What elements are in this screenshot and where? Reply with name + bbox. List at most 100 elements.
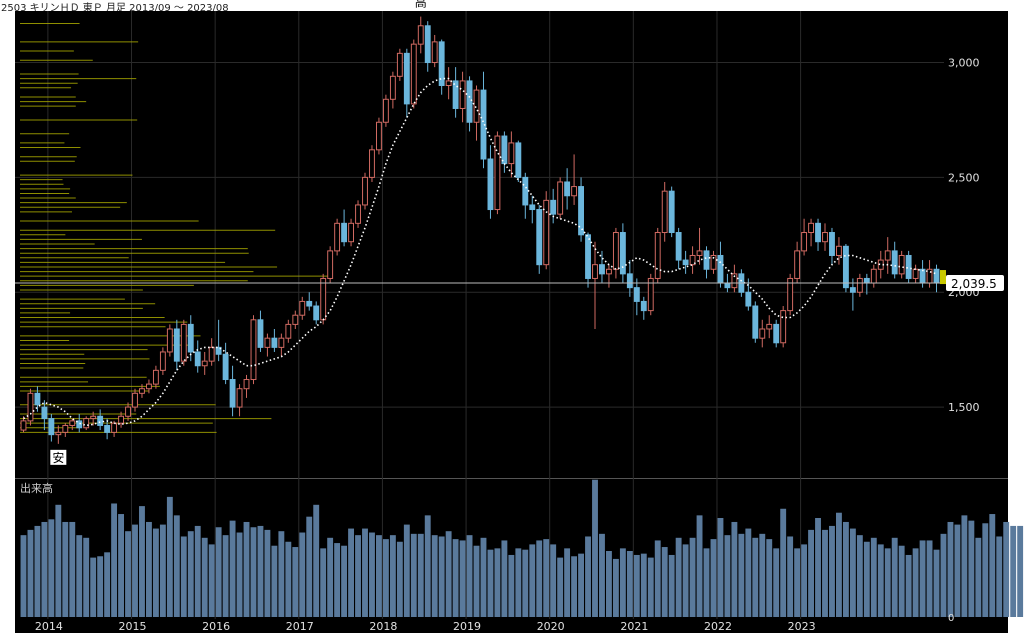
volume-bar <box>836 512 842 617</box>
volume-bar <box>41 521 48 617</box>
volume-bar <box>647 557 654 617</box>
candle-body <box>369 149 375 178</box>
candle-body <box>863 277 870 284</box>
candle-body <box>557 181 564 215</box>
volume-bar <box>187 531 194 617</box>
volume-bar <box>940 533 947 617</box>
candle-body <box>173 328 180 362</box>
x-tick-label: 2014 <box>35 620 63 633</box>
x-tick-label: 2016 <box>202 620 230 633</box>
candle-body <box>898 254 905 275</box>
volume-bar <box>180 536 187 617</box>
candle-body <box>891 250 898 275</box>
candle-body <box>180 323 187 362</box>
volume-bar <box>515 548 522 617</box>
candle-body <box>159 351 166 371</box>
volume-bar <box>459 540 466 617</box>
volume-bar <box>139 506 145 617</box>
date-axis-bg <box>15 619 1008 633</box>
candle-body <box>696 250 703 256</box>
volume-bar <box>564 548 571 617</box>
candle-body <box>334 222 341 252</box>
y-tick-label: 2,500 <box>948 171 980 184</box>
candle-body <box>501 135 508 165</box>
candle-body <box>919 268 926 284</box>
volume-bar <box>355 535 361 617</box>
candle-body <box>348 222 355 243</box>
candle-body <box>508 142 515 165</box>
candle-body <box>836 245 842 256</box>
candle-body <box>529 204 536 211</box>
candle-body <box>146 383 152 390</box>
volume-bar <box>334 543 341 617</box>
volume-bar <box>766 539 773 617</box>
candle-body <box>682 259 689 266</box>
candle-body <box>522 176 529 206</box>
volume-bar <box>327 537 334 617</box>
volume-bar <box>313 504 320 617</box>
candle-body <box>139 388 145 394</box>
volume-bar <box>536 540 543 617</box>
volume-bar <box>445 531 452 617</box>
candle-body <box>271 337 278 348</box>
candle-body <box>132 392 138 408</box>
candle-body <box>794 250 801 279</box>
candle-body <box>675 232 682 261</box>
candle-body <box>703 250 710 270</box>
candle-body <box>97 415 104 426</box>
volume-bar <box>362 528 368 617</box>
volume-bar <box>159 524 166 617</box>
volume-bar <box>557 557 564 617</box>
x-tick-label: 2021 <box>620 620 648 633</box>
candle-body <box>870 268 877 284</box>
volume-bar <box>710 539 717 617</box>
volume-bar <box>529 544 536 617</box>
volume-bar <box>271 545 278 617</box>
candle-body <box>633 287 640 302</box>
candle-body <box>90 415 97 420</box>
candle-body <box>424 25 431 64</box>
candle-body <box>410 43 417 105</box>
candle-body <box>661 190 668 234</box>
volume-bar <box>849 528 856 617</box>
volume-bar <box>20 535 27 617</box>
candle-body <box>933 268 940 284</box>
candle-body <box>592 264 598 279</box>
candle-body <box>27 392 34 422</box>
candle-body <box>606 268 612 275</box>
last-price-label: 2,039.5 <box>951 277 997 291</box>
volume-bar <box>898 545 905 617</box>
volume-bar <box>933 549 940 617</box>
candle-body <box>668 190 675 234</box>
volume-bar <box>578 553 584 617</box>
candle-body <box>69 420 76 426</box>
x-tick-label: 2020 <box>537 620 565 633</box>
volume-bar <box>982 523 989 617</box>
candle-body <box>236 388 243 408</box>
candle-body <box>766 323 773 330</box>
candle-body <box>550 199 557 215</box>
volume-bar <box>376 535 382 617</box>
candle-body <box>780 310 787 344</box>
volume-bar <box>780 508 787 617</box>
candle-body <box>396 52 403 77</box>
candle-body <box>125 406 131 417</box>
candle-body <box>278 337 285 348</box>
candle-body <box>619 232 626 275</box>
volume-bar <box>599 533 605 617</box>
low-marker-label: 安 <box>52 450 64 465</box>
candle-body <box>438 41 445 87</box>
candle-body <box>48 418 55 436</box>
volume-bar <box>34 525 41 617</box>
volume-bar <box>801 544 808 617</box>
candle-body <box>445 80 452 87</box>
volume-bar <box>675 537 682 617</box>
volume-bar <box>97 556 104 617</box>
volume-bar <box>884 548 891 617</box>
volume-bar <box>640 553 647 617</box>
volume-bar <box>912 548 919 617</box>
volume-bar <box>745 528 752 617</box>
volume-bar <box>243 521 250 617</box>
volume-bar <box>996 536 1003 617</box>
volume-bar <box>989 514 996 617</box>
